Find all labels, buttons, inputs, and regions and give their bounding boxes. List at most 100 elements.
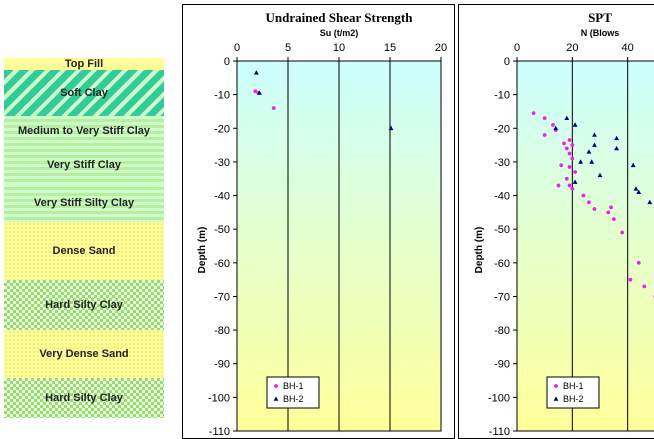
soil-layer: Dense Sand [4,222,164,280]
y-tick-label: 0 [504,56,510,68]
point-bh2 [592,142,597,147]
chart-title: SPT [588,10,612,25]
soil-layer-label: Very Stiff Clay [47,159,121,171]
y-tick-label: -100 [208,392,230,404]
point-bh1 [587,200,591,205]
point-bh2 [630,162,636,168]
point-bh1 [570,186,575,191]
y-tick-label: -100 [488,392,510,404]
point-bh1 [567,151,572,156]
y-tick-label: -40 [214,191,230,203]
y-tick-label: -60 [214,258,230,270]
point-bh2 [589,159,595,164]
point-bh1 [573,170,577,174]
y-tick-label: -90 [214,359,230,371]
point-bh2 [586,149,592,154]
soil-layer-label: Top Fill [64,58,104,70]
soil-layer-label: Very Dense Sand [39,348,129,360]
point-bh1 [542,133,547,137]
y-tick-label: -30 [214,157,230,169]
y-tick-label: -60 [494,258,510,270]
point-bh1 [642,284,647,289]
x-tick-label: 20 [566,42,578,54]
soil-layer-label: Soft Clay [60,87,108,99]
y-tick-label: -80 [494,325,510,337]
point-bh2 [614,135,619,141]
point-bh2 [388,125,394,131]
soil-layer-label: Hard Silty Clay [45,392,123,404]
soil-layer-label: Medium to Very Stiff Clay [17,125,151,137]
x-axis-label: N (Blows [581,28,620,38]
point-bh1 [542,116,547,121]
point-bh1 [531,111,536,116]
y-tick-label: -110 [489,426,510,438]
soil-layer: Very Stiff Silty Clay [4,184,164,222]
soil-layer: Very Stiff Clay [4,146,164,184]
y-tick-label: -30 [494,157,510,169]
x-tick-label: 15 [384,42,396,54]
point-bh1 [253,89,258,94]
point-bh2 [592,132,597,137]
point-bh1 [567,138,572,142]
x-tick-label: 10 [333,42,345,54]
y-tick-label: -70 [494,291,510,303]
soil-layer-label: Dense Sand [52,245,116,257]
point-bh1 [556,183,561,188]
point-bh1 [271,106,276,110]
point-bh1 [636,260,641,265]
legend-marker-bh2 [273,396,279,401]
y-tick-label: -20 [214,123,230,135]
point-bh2 [553,125,559,131]
y-tick-label: 0 [224,56,230,68]
chart-title: Undrained Shear Strength [266,10,414,25]
legend-marker-bh1 [554,384,558,388]
legend-box [546,376,600,409]
point-bh1 [570,156,575,161]
y-tick-label: -70 [214,291,230,303]
soil-layer: Soft Clay [4,70,164,116]
point-bh1 [551,123,555,127]
y-tick-label: -20 [494,123,510,135]
point-bh2 [253,70,259,75]
point-bh2 [564,115,570,120]
plot-area [516,60,654,432]
point-bh2 [572,179,578,184]
point-bh2 [633,186,639,191]
point-bh1 [567,165,572,169]
legend-marker-bh2 [553,396,559,401]
x-tick-label: 20 [435,42,447,54]
y-tick-label: -10 [214,90,230,102]
point-bh1 [564,146,569,151]
soil-layer-label: Hard Silty Clay [45,299,123,311]
point-bh1 [609,205,613,210]
soil-layer: Hard Silty Clay [4,280,164,330]
legend-label: BH-1 [563,381,584,391]
soil-profile-log: Top Fill Soft Clay Medium to Very Stiff Cl… [0,0,170,439]
data-points [253,70,394,131]
x-tick-label: 5 [285,42,291,54]
y-tick-label: -90 [494,359,510,371]
y-axis-label: Depth (m) [197,227,208,274]
legend-label: BH-2 [563,394,584,404]
soil-layer: Very Dense Sand [4,330,164,378]
legend-label: BH-1 [283,381,304,391]
point-bh1 [606,210,611,215]
y-tick-label: -10 [494,90,510,102]
point-bh2 [578,159,584,164]
y-tick-label: -80 [214,325,230,337]
point-bh1 [611,217,616,221]
soil-layer: Hard Silty Clay [4,378,164,418]
x-axis-label: Su (t/m2) [320,28,359,38]
legend-marker-bh1 [274,384,278,388]
point-bh1 [562,141,566,146]
legend-label: BH-2 [283,394,304,404]
point-bh1 [570,143,575,147]
y-tick-label: -110 [209,426,230,438]
point-bh1 [620,230,625,235]
point-bh2 [597,172,603,178]
point-bh2 [257,90,262,95]
y-tick-label: -50 [494,224,510,236]
soil-layer-label: Very Stiff Silty Clay [33,197,135,209]
point-bh2 [647,199,653,205]
x-tick-label: 40 [622,42,634,54]
